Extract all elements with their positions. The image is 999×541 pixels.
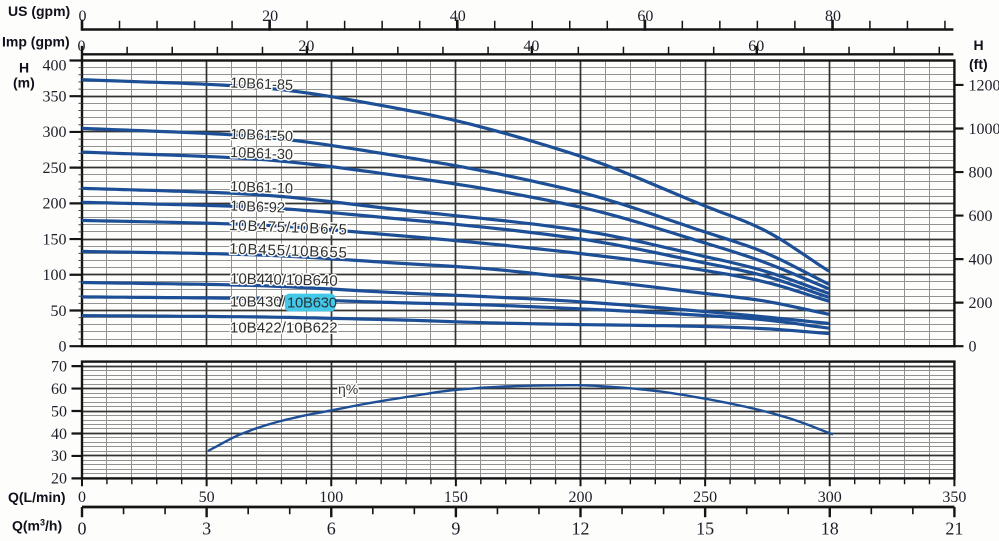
svg-text:80: 80 <box>825 8 841 25</box>
svg-text:250: 250 <box>43 160 67 177</box>
svg-text:12: 12 <box>572 518 590 538</box>
svg-text:800: 800 <box>969 165 993 182</box>
svg-text:10B475/10B675: 10B475/10B675 <box>229 217 348 239</box>
svg-text:(ft): (ft) <box>969 56 988 72</box>
svg-text:0: 0 <box>78 518 87 538</box>
svg-text:0: 0 <box>59 339 67 356</box>
svg-text:Q(m3/h): Q(m3/h) <box>12 518 62 534</box>
svg-text:η%: η% <box>338 381 358 397</box>
svg-text:21: 21 <box>945 518 963 538</box>
svg-text:1200: 1200 <box>969 78 999 95</box>
svg-text:0: 0 <box>969 339 977 356</box>
svg-text:Imp (gpm): Imp (gpm) <box>2 33 70 49</box>
svg-text:100: 100 <box>43 267 67 284</box>
svg-text:350: 350 <box>942 489 966 506</box>
svg-text:10B61-85: 10B61-85 <box>230 76 293 94</box>
svg-text:100: 100 <box>319 489 343 506</box>
svg-text:150: 150 <box>444 489 468 506</box>
svg-text:10B422/10B622: 10B422/10B622 <box>230 319 338 336</box>
svg-text:70: 70 <box>51 358 67 375</box>
svg-text:400: 400 <box>43 57 67 74</box>
svg-text:20: 20 <box>262 8 278 25</box>
svg-text:30: 30 <box>51 448 67 465</box>
svg-text:18: 18 <box>821 518 839 538</box>
svg-text:50: 50 <box>51 303 67 320</box>
svg-text:60: 60 <box>51 381 67 398</box>
svg-text:10B61-30: 10B61-30 <box>230 145 293 163</box>
svg-text:/: / <box>279 293 284 311</box>
svg-text:300: 300 <box>818 489 842 506</box>
svg-text:300: 300 <box>43 124 67 141</box>
svg-text:1000: 1000 <box>969 121 999 138</box>
svg-text:US (gpm): US (gpm) <box>8 3 70 19</box>
svg-text:350: 350 <box>43 89 67 106</box>
svg-text:(m): (m) <box>13 75 35 91</box>
svg-text:0: 0 <box>78 38 86 55</box>
svg-text:250: 250 <box>693 489 717 506</box>
svg-text:H: H <box>19 59 29 75</box>
svg-text:10B430/: 10B430/ <box>230 293 287 310</box>
svg-text:9: 9 <box>451 518 460 538</box>
svg-text:200: 200 <box>569 489 593 506</box>
svg-text:200: 200 <box>969 295 993 312</box>
svg-text:10B61-50: 10B61-50 <box>230 127 293 145</box>
svg-text:60: 60 <box>637 8 653 25</box>
svg-text:50: 50 <box>51 403 67 420</box>
svg-text:Q(L/min): Q(L/min) <box>8 489 66 505</box>
svg-text:50: 50 <box>199 489 215 506</box>
svg-text:40: 40 <box>450 8 466 25</box>
svg-text:60: 60 <box>748 38 764 55</box>
svg-text:150: 150 <box>43 231 67 248</box>
svg-text:10B630: 10B630 <box>287 296 337 312</box>
svg-text:3: 3 <box>202 518 211 538</box>
svg-text:600: 600 <box>969 208 993 225</box>
svg-text:400: 400 <box>969 252 993 269</box>
svg-text:0: 0 <box>78 489 86 506</box>
svg-text:10B6-92: 10B6-92 <box>230 199 285 217</box>
svg-text:10B440/10B640: 10B440/10B640 <box>230 271 338 290</box>
svg-text:15: 15 <box>696 518 714 538</box>
svg-text:40: 40 <box>523 38 539 55</box>
svg-text:40: 40 <box>51 426 67 443</box>
svg-text:6: 6 <box>327 518 336 538</box>
svg-text:0: 0 <box>79 8 87 25</box>
svg-text:200: 200 <box>43 196 67 213</box>
svg-text:10B455/10B655: 10B455/10B655 <box>229 241 348 262</box>
svg-text:20: 20 <box>298 38 314 55</box>
svg-text:10B61-10: 10B61-10 <box>230 179 293 197</box>
svg-text:H: H <box>974 37 984 53</box>
svg-text:20: 20 <box>51 471 67 488</box>
